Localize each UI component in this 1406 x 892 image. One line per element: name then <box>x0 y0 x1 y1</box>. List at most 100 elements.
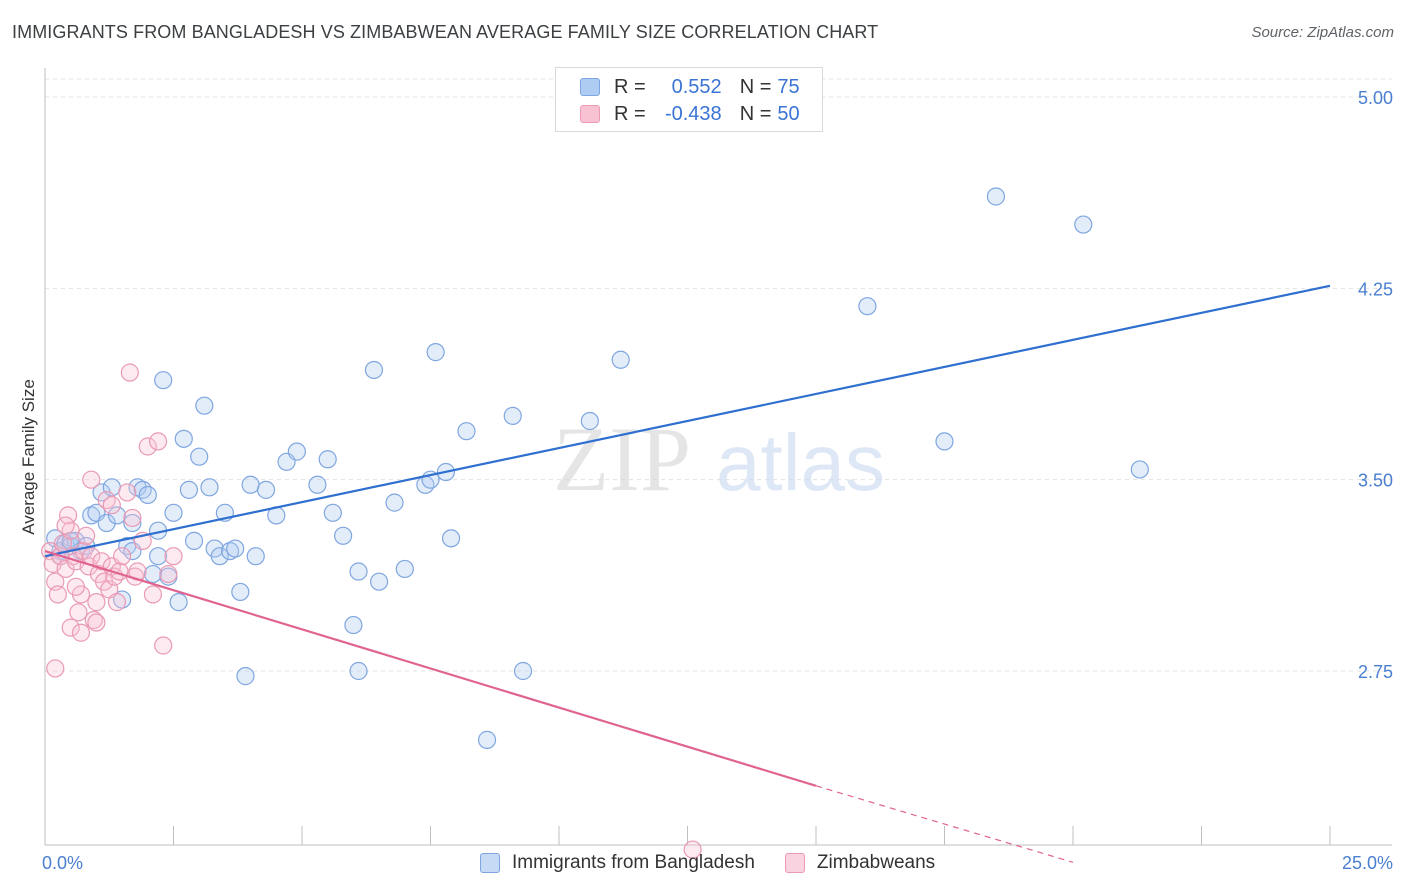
point-bangladesh <box>334 526 353 545</box>
point-bangladesh <box>82 506 101 525</box>
point-zimbabwe <box>102 496 121 515</box>
point-zimbabwe <box>105 567 124 586</box>
point-zimbabwe <box>683 840 702 859</box>
series-swatch-bangladesh <box>480 853 500 873</box>
point-zimbabwe <box>61 618 80 637</box>
point-bangladesh <box>503 406 522 425</box>
point-bangladesh <box>107 506 127 525</box>
point-bangladesh <box>370 572 389 591</box>
point-bangladesh <box>385 493 404 512</box>
series-legend-zimbabwe[interactable]: Zimbabweans <box>784 852 936 874</box>
point-bangladesh <box>308 475 327 494</box>
point-bangladesh <box>349 661 368 681</box>
point-zimbabwe <box>143 585 163 604</box>
point-zimbabwe <box>66 577 85 596</box>
point-bangladesh <box>246 547 265 566</box>
axes <box>44 68 1392 846</box>
point-bangladesh <box>154 371 173 390</box>
point-bangladesh <box>133 480 152 499</box>
point-zimbabwe <box>97 490 116 510</box>
series-legend-bangladesh[interactable]: Immigrants from Bangladesh <box>480 852 755 874</box>
point-bangladesh <box>1074 215 1093 234</box>
y-tick-label: 3.50 <box>1358 471 1393 491</box>
source-label[interactable]: Source: ZipAtlas.com <box>1251 24 1394 41</box>
x-tick-label: 0.0% <box>42 853 83 873</box>
point-bangladesh <box>123 513 142 533</box>
point-bangladesh <box>138 485 157 505</box>
point-bangladesh <box>457 422 476 441</box>
point-bangladesh <box>241 475 260 494</box>
point-bangladesh <box>395 559 414 579</box>
axis-labels: 2.75 3.50 4.25 5.00 0.0% 25.0% Average Family … <box>19 88 1393 873</box>
legend-swatch-bangladesh <box>580 78 600 96</box>
legend-r-value: 0.552 <box>671 75 722 98</box>
y-axis-title: Average Family Size <box>19 379 38 535</box>
legend-n-value: 50 <box>777 102 800 125</box>
watermark-zip: ZIP <box>553 408 691 510</box>
point-zimbabwe <box>112 547 132 566</box>
point-bangladesh <box>935 432 954 451</box>
point-bangladesh <box>349 562 368 581</box>
y-tick-label: 4.25 <box>1358 279 1393 299</box>
point-zimbabwe <box>123 508 142 528</box>
point-bangladesh <box>210 547 229 566</box>
legend-row-bangladesh: R = 0.552 N = 75 <box>580 75 800 99</box>
legend-r-value: -0.438 <box>664 102 722 125</box>
legend-n-label: N = <box>739 75 772 98</box>
point-zimbabwe <box>84 610 103 630</box>
point-zimbabwe <box>77 526 96 545</box>
y-tick-label: 2.75 <box>1358 662 1393 682</box>
series-legend: Immigrants from Bangladesh Zimbabweans <box>480 852 965 874</box>
point-zimbabwe <box>159 564 178 584</box>
point-bangladesh <box>611 350 630 369</box>
series-swatch-zimbabwe <box>784 853 805 873</box>
x-tick-label: 25.0% <box>1342 853 1393 873</box>
point-bangladesh <box>195 396 214 415</box>
point-bangladesh <box>164 503 183 522</box>
point-zimbabwe <box>118 483 137 502</box>
legend-r-label: R = <box>614 75 646 98</box>
point-zimbabwe <box>56 516 75 535</box>
series-label-zimbabwe: Zimbabweans <box>816 852 936 873</box>
y-tick-label: 5.00 <box>1358 88 1393 108</box>
point-bangladesh <box>580 411 599 431</box>
chart-title: IMMIGRANTS FROM BANGLADESH VS ZIMBABWEAN… <box>12 22 879 42</box>
point-zimbabwe <box>48 585 67 604</box>
point-zimbabwe <box>107 593 127 612</box>
point-bangladesh <box>1130 460 1149 479</box>
point-bangladesh <box>426 343 445 362</box>
point-bangladesh <box>477 730 497 749</box>
point-bangladesh <box>143 564 163 584</box>
point-zimbabwe <box>154 636 173 655</box>
watermark-atlas: atlas <box>716 418 885 507</box>
point-bangladesh <box>256 480 276 499</box>
point-zimbabwe <box>138 437 157 456</box>
point-bangladesh <box>441 529 461 548</box>
point-bangladesh <box>112 590 132 609</box>
legend-n-value: 75 <box>777 75 800 98</box>
legend-r-label: R = <box>614 102 646 125</box>
grid-lines <box>45 78 1392 672</box>
watermark: ZIP atlas <box>553 408 885 510</box>
point-zimbabwe <box>148 432 168 451</box>
point-bangladesh <box>318 450 337 469</box>
point-zimbabwe <box>164 547 183 566</box>
point-bangladesh <box>169 593 188 612</box>
point-bangladesh <box>220 541 240 561</box>
data-points <box>41 187 1149 859</box>
legend-swatch-zimbabwe <box>580 105 600 123</box>
legend-n-label: N = <box>739 102 772 125</box>
point-bangladesh <box>513 661 533 681</box>
point-zimbabwe <box>71 623 91 642</box>
correlation-legend: R = 0.552 N = 75 R = -0.438 N = 50 <box>555 67 823 132</box>
point-bangladesh <box>174 429 193 448</box>
point-bangladesh <box>287 442 306 461</box>
point-bangladesh <box>323 503 342 522</box>
point-bangladesh <box>148 547 168 566</box>
point-bangladesh <box>184 531 204 550</box>
point-zimbabwe <box>69 603 88 622</box>
point-bangladesh <box>128 478 147 497</box>
point-bangladesh <box>200 478 219 497</box>
point-bangladesh <box>226 539 245 558</box>
point-zimbabwe <box>92 552 111 571</box>
